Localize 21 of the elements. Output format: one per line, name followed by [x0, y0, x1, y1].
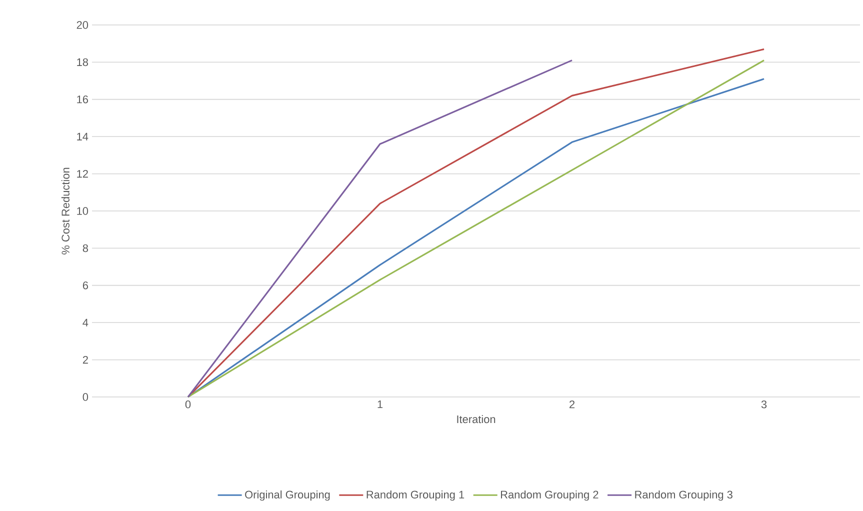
legend-label: Random Grouping 2	[501, 490, 598, 501]
x-tick-label: 3	[761, 400, 767, 408]
y-tick-label: 10	[77, 207, 88, 215]
y-tick-label: 6	[82, 282, 88, 290]
legend-label: Random Grouping 3	[635, 490, 732, 501]
x-axis-title: Iteration	[457, 415, 496, 424]
y-tick-label: 16	[77, 96, 88, 104]
x-tick-label: 2	[570, 400, 575, 408]
y-tick-label: 2	[82, 356, 88, 364]
y-axis-title: % Cost Reduction	[61, 168, 70, 254]
y-tick-label: 18	[77, 58, 88, 66]
y-tick-label: 12	[77, 170, 88, 178]
y-tick-label: 8	[82, 244, 88, 252]
legend-label: Original Grouping	[245, 490, 330, 501]
y-tick-label: 20	[76, 21, 88, 29]
legend-label: Random Grouping 1	[366, 490, 464, 501]
y-tick-label: 0	[82, 393, 88, 401]
y-tick-label: 4	[82, 318, 88, 326]
x-tick-label: 1	[378, 400, 383, 408]
x-tick-label: 0	[185, 400, 191, 408]
y-tick-label: 14	[77, 132, 88, 140]
